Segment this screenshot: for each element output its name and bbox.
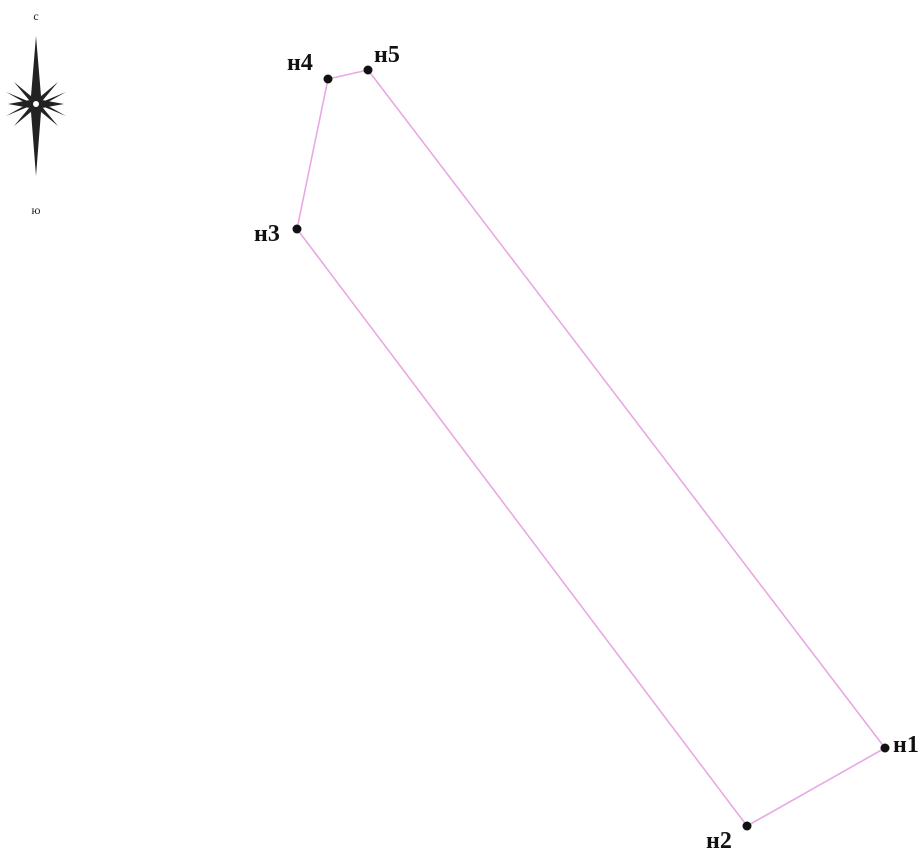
boundary-point[interactable]: н5 [363,42,400,75]
point-marker-n5 [363,65,373,75]
compass-rose: с ю [6,9,66,217]
point-label-n4: н4 [287,50,313,76]
compass-rose-icon [6,36,66,176]
boundary-point[interactable]: н3 [254,221,302,247]
boundary-point[interactable]: н2 [706,821,752,854]
boundary-point[interactable]: н4 [287,50,333,84]
point-marker-n2 [742,821,752,831]
boundary-point[interactable]: н1 [880,732,919,758]
point-label-n3: н3 [254,221,280,247]
point-label-n1: н1 [893,732,919,758]
point-marker-n4 [323,74,333,84]
compass-south-label: ю [32,203,41,217]
point-marker-n1 [880,743,890,753]
compass-north-label: с [33,9,38,23]
point-label-n5: н5 [374,42,400,68]
parcel-boundary [296,69,887,828]
point-label-n2: н2 [706,828,732,854]
point-marker-n3 [292,224,302,234]
